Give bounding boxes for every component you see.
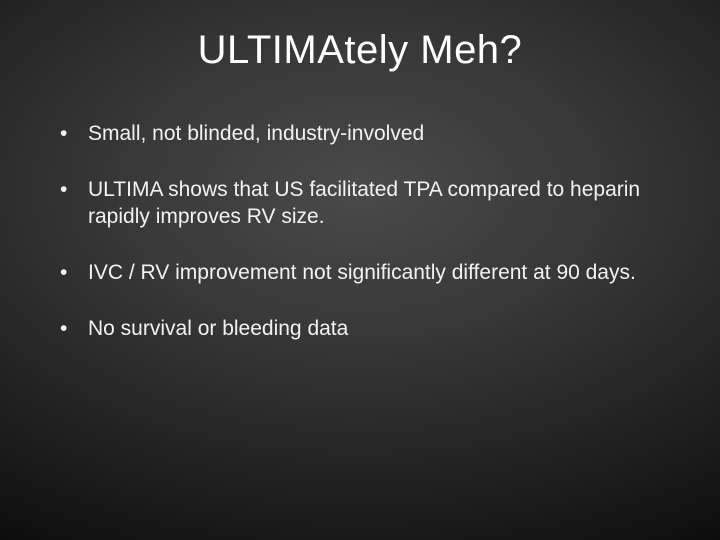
slide-title: ULTIMAtely Meh? <box>40 28 680 73</box>
list-item: Small, not blinded, industry-involved <box>60 121 680 147</box>
list-item: No survival or bleeding data <box>60 316 680 342</box>
list-item: ULTIMA shows that US facilitated TPA com… <box>60 177 680 230</box>
list-item: IVC / RV improvement not significantly d… <box>60 260 680 286</box>
bullet-list: Small, not blinded, industry-involved UL… <box>40 121 680 342</box>
slide-container: ULTIMAtely Meh? Small, not blinded, indu… <box>0 0 720 540</box>
